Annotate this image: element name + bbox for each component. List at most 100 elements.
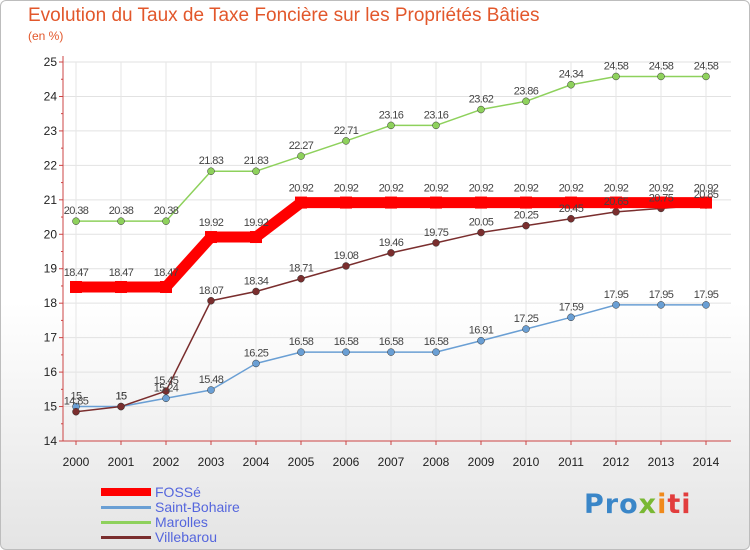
data-point-marolles	[72, 217, 80, 225]
data-point-villebarou	[72, 407, 80, 416]
data-label-marolles: 24.34	[559, 69, 584, 81]
data-point-fosse	[385, 196, 397, 209]
data-label-villebarou: 20.85	[694, 189, 719, 201]
legend-item-saint-bohaire[interactable]: Saint-Bohaire	[101, 500, 331, 515]
data-point-saint-bohaire	[342, 348, 350, 356]
data-point-marolles	[117, 217, 125, 225]
data-label-villebarou: 18.71	[289, 263, 314, 275]
data-label-villebarou: 20.65	[604, 196, 629, 208]
y-tick-label: 15	[44, 400, 58, 414]
data-label-villebarou: 20.75	[649, 192, 674, 204]
legend-swatch-marolles	[101, 521, 151, 524]
data-point-saint-bohaire	[522, 325, 530, 333]
data-point-marolles	[387, 121, 395, 130]
x-tick-label: 2005	[288, 455, 315, 469]
y-tick-label: 24	[44, 89, 58, 103]
data-label-saint-bohaire: 17.25	[514, 313, 539, 325]
x-tick-label: 2007	[378, 455, 405, 469]
data-point-saint-bohaire	[207, 386, 215, 394]
data-label-marolles: 22.27	[289, 140, 314, 152]
y-tick-label: 23	[44, 124, 58, 138]
data-point-villebarou	[432, 239, 440, 247]
data-point-saint-bohaire	[387, 348, 395, 356]
x-tick-label: 2012	[603, 455, 630, 469]
data-point-marolles	[702, 72, 710, 81]
legend-swatch-fosse	[101, 488, 151, 496]
data-point-saint-bohaire	[432, 348, 440, 356]
y-tick-label: 18	[44, 296, 58, 310]
legend-item-marolles[interactable]: Marolles	[101, 515, 331, 530]
data-point-marolles	[432, 121, 440, 130]
x-tick-label: 2000	[63, 455, 90, 469]
data-label-marolles: 24.58	[694, 60, 719, 72]
data-point-villebarou	[117, 402, 125, 411]
data-label-fosse: 20.92	[559, 183, 584, 195]
data-label-villebarou: 20.45	[559, 203, 584, 215]
x-tick-label: 2013	[648, 455, 675, 469]
data-label-villebarou: 19.08	[334, 250, 359, 262]
data-label-villebarou: 14.85	[64, 396, 89, 408]
data-label-marolles: 20.38	[154, 205, 179, 217]
data-point-fosse	[430, 196, 442, 209]
data-point-marolles	[207, 167, 215, 175]
data-point-villebarou	[342, 262, 350, 270]
data-label-saint-bohaire: 16.58	[424, 336, 449, 348]
data-point-fosse	[475, 196, 487, 209]
x-tick-label: 2002	[153, 455, 180, 469]
data-label-saint-bohaire: 16.25	[244, 347, 269, 359]
unit-label: (en %)	[28, 29, 64, 43]
data-label-saint-bohaire: 16.58	[379, 336, 404, 348]
data-point-saint-bohaire	[567, 313, 575, 322]
legend-item-fosse[interactable]: FOSSé	[101, 485, 331, 500]
data-label-fosse: 20.92	[694, 183, 719, 195]
data-label-villebarou: 18.07	[199, 285, 224, 297]
data-label-saint-bohaire: 17.95	[694, 289, 719, 301]
data-label-fosse: 20.92	[334, 183, 359, 195]
data-point-fosse	[160, 280, 172, 293]
data-label-fosse: 19.92	[199, 217, 224, 229]
data-point-villebarou	[612, 208, 620, 216]
data-label-villebarou: 15.45	[154, 375, 179, 387]
data-label-saint-bohaire: 16.58	[334, 336, 359, 348]
data-label-marolles: 20.38	[64, 205, 89, 217]
data-point-villebarou	[297, 274, 305, 283]
data-point-saint-bohaire	[162, 394, 170, 403]
data-point-fosse	[340, 196, 352, 209]
data-label-villebarou: 20.05	[469, 217, 494, 229]
x-tick-label: 2009	[468, 455, 495, 469]
data-label-fosse: 20.92	[469, 183, 494, 195]
legend: FOSSé Saint-Bohaire Marolles Villebarou	[101, 485, 331, 545]
data-label-fosse: 18.47	[109, 267, 134, 279]
data-point-villebarou	[522, 221, 530, 230]
y-tick-label: 20	[44, 227, 58, 241]
axes: 14 15 16 17 18 19 20 21 22 23 24 25 2000 2001 2002 2003…	[44, 55, 731, 469]
legend-label: Marolles	[155, 514, 208, 530]
data-label-marolles: 21.83	[199, 155, 224, 167]
data-point-fosse	[565, 196, 577, 209]
data-label-fosse: 20.92	[649, 183, 674, 195]
proxiti-logo: Proxiti	[584, 489, 692, 520]
data-point-villebarou	[477, 228, 485, 237]
data-point-saint-bohaire	[702, 301, 710, 309]
legend-label: FOSSé	[155, 484, 201, 500]
data-point-fosse	[520, 196, 532, 209]
x-tick-label: 2001	[108, 455, 135, 469]
legend-item-villebarou[interactable]: Villebarou	[101, 530, 331, 545]
x-tick-label: 2006	[333, 455, 360, 469]
y-tick-label: 22	[44, 158, 58, 172]
data-point-saint-bohaire	[612, 301, 620, 309]
data-label-saint-bohaire: 17.95	[649, 289, 674, 301]
data-point-fosse	[70, 280, 82, 293]
data-label-marolles: 23.86	[514, 85, 539, 97]
data-label-saint-bohaire: 15.48	[199, 374, 224, 386]
data-label-fosse: 20.92	[514, 183, 539, 195]
data-label-villebarou: 18.34	[244, 275, 269, 287]
data-label-villebarou: 19.75	[424, 227, 449, 239]
legend-swatch-villebarou	[101, 536, 151, 539]
data-point-saint-bohaire	[297, 348, 305, 356]
data-label-fosse: 18.47	[154, 267, 179, 279]
data-label-marolles: 21.83	[244, 155, 269, 167]
data-label-saint-bohaire: 15	[115, 391, 127, 403]
x-tick-label: 2014	[693, 455, 720, 469]
data-point-villebarou	[567, 215, 575, 223]
